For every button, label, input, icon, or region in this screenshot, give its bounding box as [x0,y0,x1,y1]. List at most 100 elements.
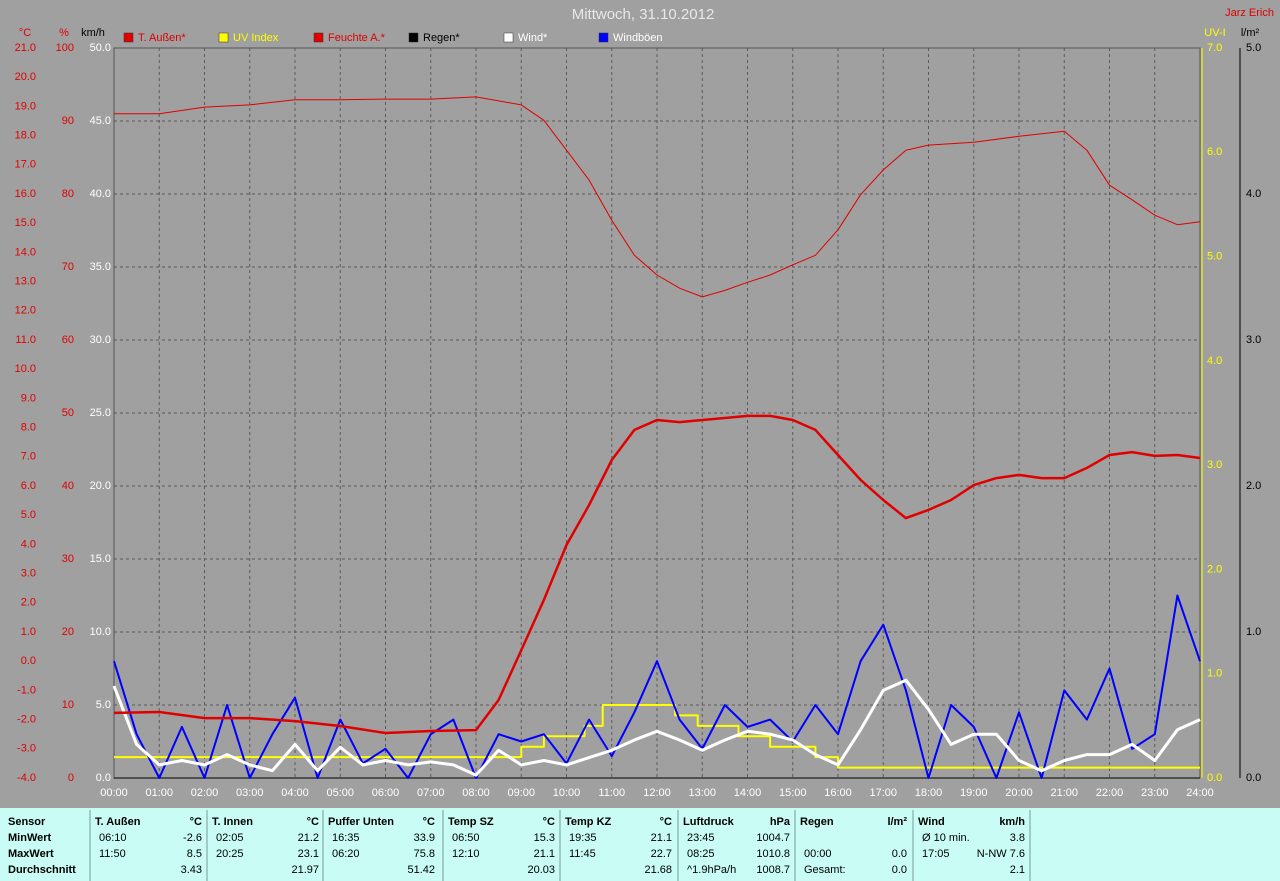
cell-time: 11:50 [99,848,126,860]
y-tick-label: 25.0 [90,407,111,419]
cell-value: 21.2 [298,832,319,844]
cell-time: 23:45 [687,832,715,844]
x-tick-label: 14:00 [734,787,762,799]
axis-unit: UV-I [1204,27,1225,39]
y-tick-label: 0.0 [1207,772,1222,784]
cell-value: 3.43 [181,864,202,876]
legend-swatch [313,32,324,43]
x-tick-label: 06:00 [372,787,400,799]
axis-unit: °C [19,27,31,39]
x-tick-label: 03:00 [236,787,264,799]
cell-value: 8.5 [187,848,202,860]
cell-time: ^1.9hPa/h [687,864,736,876]
legend-label: Feuchte A.* [328,32,386,44]
series-line [112,678,1201,777]
column-unit: l/m² [887,816,907,828]
column-header: Puffer Unten [328,816,394,828]
y-tick-label: 10 [62,699,74,711]
axis-unit: % [59,27,69,39]
y-tick-label: 17.0 [15,159,36,171]
cell-time: 17:05 [922,848,950,860]
cell-value: 21.97 [291,864,319,876]
x-tick-label: 09:00 [507,787,535,799]
cell-time: 08:25 [687,848,715,860]
cell-time: 06:10 [99,832,127,844]
cell-time: 06:20 [332,848,360,860]
y-tick-label: 1.0 [21,626,36,638]
cell-value: 21.1 [651,832,672,844]
x-tick-label: 07:00 [417,787,445,799]
y-tick-label: 5.0 [1207,250,1222,262]
cell-value: 21.68 [644,864,672,876]
cell-value: 15.3 [534,832,555,844]
y-tick-label: 2.0 [1246,480,1261,492]
y-tick-label: 30.0 [90,334,111,346]
y-tick-label: 50 [62,407,74,419]
column-header: Temp SZ [448,816,494,828]
y-tick-label: 10.0 [90,626,111,638]
column-header: T. Innen [212,816,253,828]
cell-value: 33.9 [414,832,435,844]
column-unit: hPa [770,816,791,828]
cell-value: 1008.7 [756,864,790,876]
cell-time: 16:35 [332,832,360,844]
y-tick-label: 9.0 [21,392,36,404]
series-line [114,704,1200,769]
x-tick-label: 08:00 [462,787,490,799]
column-header: Luftdruck [683,816,735,828]
legend-swatch [598,32,609,43]
column-unit: °C [660,816,672,828]
cell-time: 06:50 [452,832,480,844]
y-tick-label: 70 [62,261,74,273]
y-tick-label: 15.0 [15,217,36,229]
column-unit: °C [423,816,435,828]
cell-time: 02:05 [216,832,244,844]
y-tick-label: 13.0 [15,276,36,288]
credit: Jarz Erich [1225,7,1274,19]
cell-value: N-NW 7.6 [977,848,1025,860]
row-label: Durchschnitt [8,864,76,876]
x-tick-label: 19:00 [960,787,988,799]
x-tick-label: 24:00 [1186,787,1214,799]
cell-value: 20.03 [527,864,555,876]
y-tick-label: 6.0 [1207,146,1222,158]
axis-unit: km/h [81,27,105,39]
y-tick-label: 1.0 [1207,668,1222,680]
legend-label: T. Außen* [138,32,186,44]
column-unit: °C [190,816,202,828]
row-label: MinWert [8,832,52,844]
y-tick-label: 80 [62,188,74,200]
row-label: MaxWert [8,848,54,860]
y-tick-label: 0 [68,772,74,784]
y-tick-label: 30 [62,553,74,565]
y-tick-label: 15.0 [90,553,111,565]
cell-value: 75.8 [414,848,435,860]
y-tick-label: -4.0 [17,772,36,784]
y-tick-label: 35.0 [90,261,111,273]
y-tick-label: 6.0 [21,480,36,492]
cell-time: 00:00 [804,848,832,860]
y-tick-label: 11.0 [15,334,36,346]
y-tick-label: 21.0 [15,42,36,54]
y-tick-label: -3.0 [17,743,36,755]
series-line [114,96,1201,298]
y-tick-label: 18.0 [15,130,36,142]
plot-area [112,47,1201,779]
x-tick-label: 20:00 [1005,787,1033,799]
y-tick-label: 0.0 [1246,772,1261,784]
y-tick-label: 20 [62,626,74,638]
y-tick-label: 5.0 [21,509,36,521]
y-tick-label: 4.0 [21,538,36,550]
y-tick-label: 5.0 [96,699,111,711]
legend-swatch [123,32,134,43]
column-header: T. Außen [95,816,141,828]
column-unit: °C [307,816,319,828]
column-header: Temp KZ [565,816,612,828]
y-tick-label: 20.0 [90,480,111,492]
series-line [113,414,1201,735]
series-line [113,594,1201,779]
x-tick-label: 13:00 [688,787,716,799]
x-tick-label: 10:00 [553,787,581,799]
